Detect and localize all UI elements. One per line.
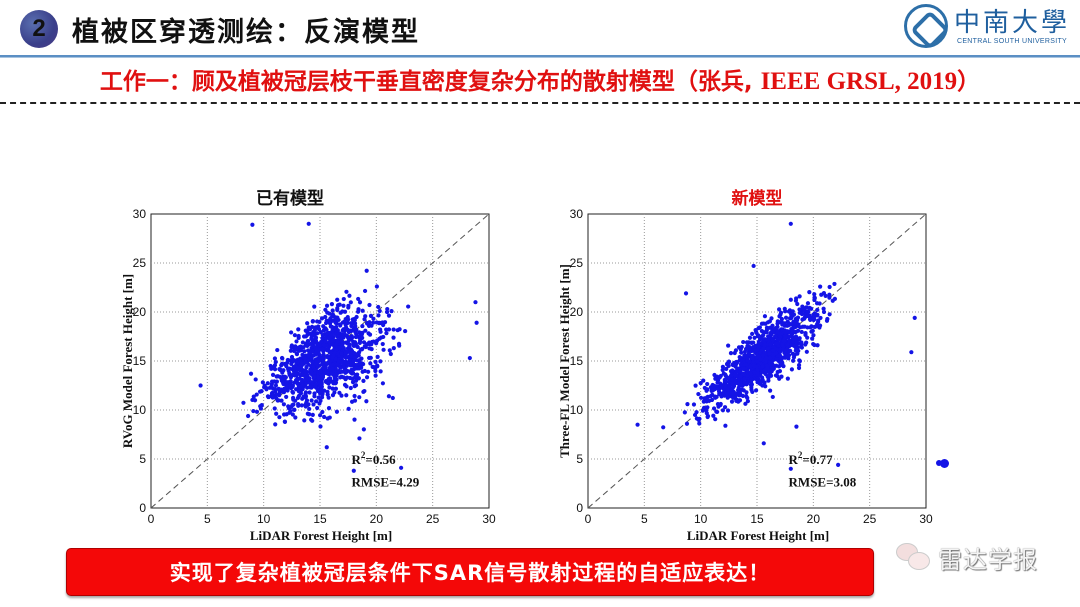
svg-text:RMSE=4.29: RMSE=4.29: [352, 474, 420, 489]
chart-1-ylabel: RVoG Model Forest Height [m]: [120, 273, 135, 449]
svg-text:25: 25: [426, 512, 440, 526]
svg-text:5: 5: [576, 452, 583, 466]
svg-text:RMSE=3.08: RMSE=3.08: [789, 474, 857, 489]
subtitle-suffix: ）: [957, 69, 981, 95]
section-number-badge: 2: [20, 10, 58, 48]
svg-text:30: 30: [919, 512, 933, 526]
svg-text:15: 15: [313, 512, 327, 526]
scatter-plot-new-model: 0 5 10 15 20 25 30 0 5 10 15 20 25 30 R2=0.77 RMSE=3.08: [570, 207, 933, 526]
svg-text:10: 10: [257, 512, 271, 526]
wechat-watermark: 雷达学报: [896, 540, 1038, 575]
stray-point-marker: [936, 460, 942, 466]
svg-text:15: 15: [570, 354, 584, 368]
chart-1-xlabel: LiDAR Forest Height [m]: [249, 528, 393, 543]
slide-header: 2 植被区穿透测绘：反演模型 中南大學 CENTRAL SOUTH UNIVER…: [0, 0, 1080, 58]
subtitle-citation: IEEE GRSL, 2019: [760, 68, 958, 95]
university-logo: 中南大學 CENTRAL SOUTH UNIVERSITY: [903, 4, 1070, 48]
svg-text:25: 25: [863, 512, 877, 526]
chart-2-xlabel: LiDAR Forest Height [m]: [686, 528, 830, 543]
chart-2-ylabel: Three-FL Model Forest Height [m]: [557, 264, 572, 458]
svg-text:20: 20: [570, 305, 584, 319]
svg-text:0: 0: [585, 512, 592, 526]
slide-title: 植被区穿透测绘：反演模型: [72, 17, 420, 48]
svg-text:0: 0: [576, 501, 583, 515]
conclusion-banner: 实现了复杂植被冠层条件下SAR信号散射过程的自适应表达！: [66, 548, 874, 596]
header-divider: [0, 55, 1080, 58]
svg-text:15: 15: [133, 354, 147, 368]
svg-text:10: 10: [694, 512, 708, 526]
svg-text:25: 25: [133, 256, 147, 270]
svg-text:0: 0: [148, 512, 155, 526]
stray-point-marker: [940, 459, 949, 468]
svg-text:0: 0: [139, 501, 146, 515]
logo-chinese-name: 中南大學: [953, 7, 1070, 38]
svg-text:20: 20: [370, 512, 384, 526]
work-subtitle: 工作一：顾及植被冠层枝干垂直密度复杂分布的散射模型（张兵, IEEE GRSL,…: [0, 62, 1080, 96]
chart-1-title: 已有模型: [256, 189, 324, 209]
svg-text:25: 25: [570, 256, 584, 270]
watermark-text: 雷达学报: [938, 546, 1038, 574]
logo-english-name: CENTRAL SOUTH UNIVERSITY: [956, 37, 1067, 45]
svg-text:5: 5: [641, 512, 648, 526]
svg-text:20: 20: [133, 305, 147, 319]
svg-text:10: 10: [133, 403, 147, 417]
wechat-icon: [896, 542, 932, 573]
svg-text:20: 20: [807, 512, 821, 526]
scatter-plot-existing-model: 0 5 10 15 20 25 30 0 5 10 15 20 25 30 R2=0.56 RMSE=4.29: [133, 207, 496, 526]
svg-text:10: 10: [570, 403, 584, 417]
svg-text:R2=0.77: R2=0.77: [789, 450, 834, 467]
svg-text:30: 30: [570, 207, 584, 221]
chart-2-title: 新模型: [731, 189, 783, 209]
svg-text:5: 5: [139, 452, 146, 466]
subtitle-prefix: 工作一：顾及植被冠层枝干垂直密度复杂分布的散射模型（张兵,: [99, 69, 761, 95]
svg-text:R2=0.56: R2=0.56: [352, 450, 397, 467]
svg-text:5: 5: [204, 512, 211, 526]
university-emblem-icon: [903, 4, 948, 48]
svg-text:15: 15: [750, 512, 764, 526]
svg-text:30: 30: [482, 512, 496, 526]
dashed-divider: [0, 102, 1080, 104]
svg-text:30: 30: [133, 207, 147, 221]
